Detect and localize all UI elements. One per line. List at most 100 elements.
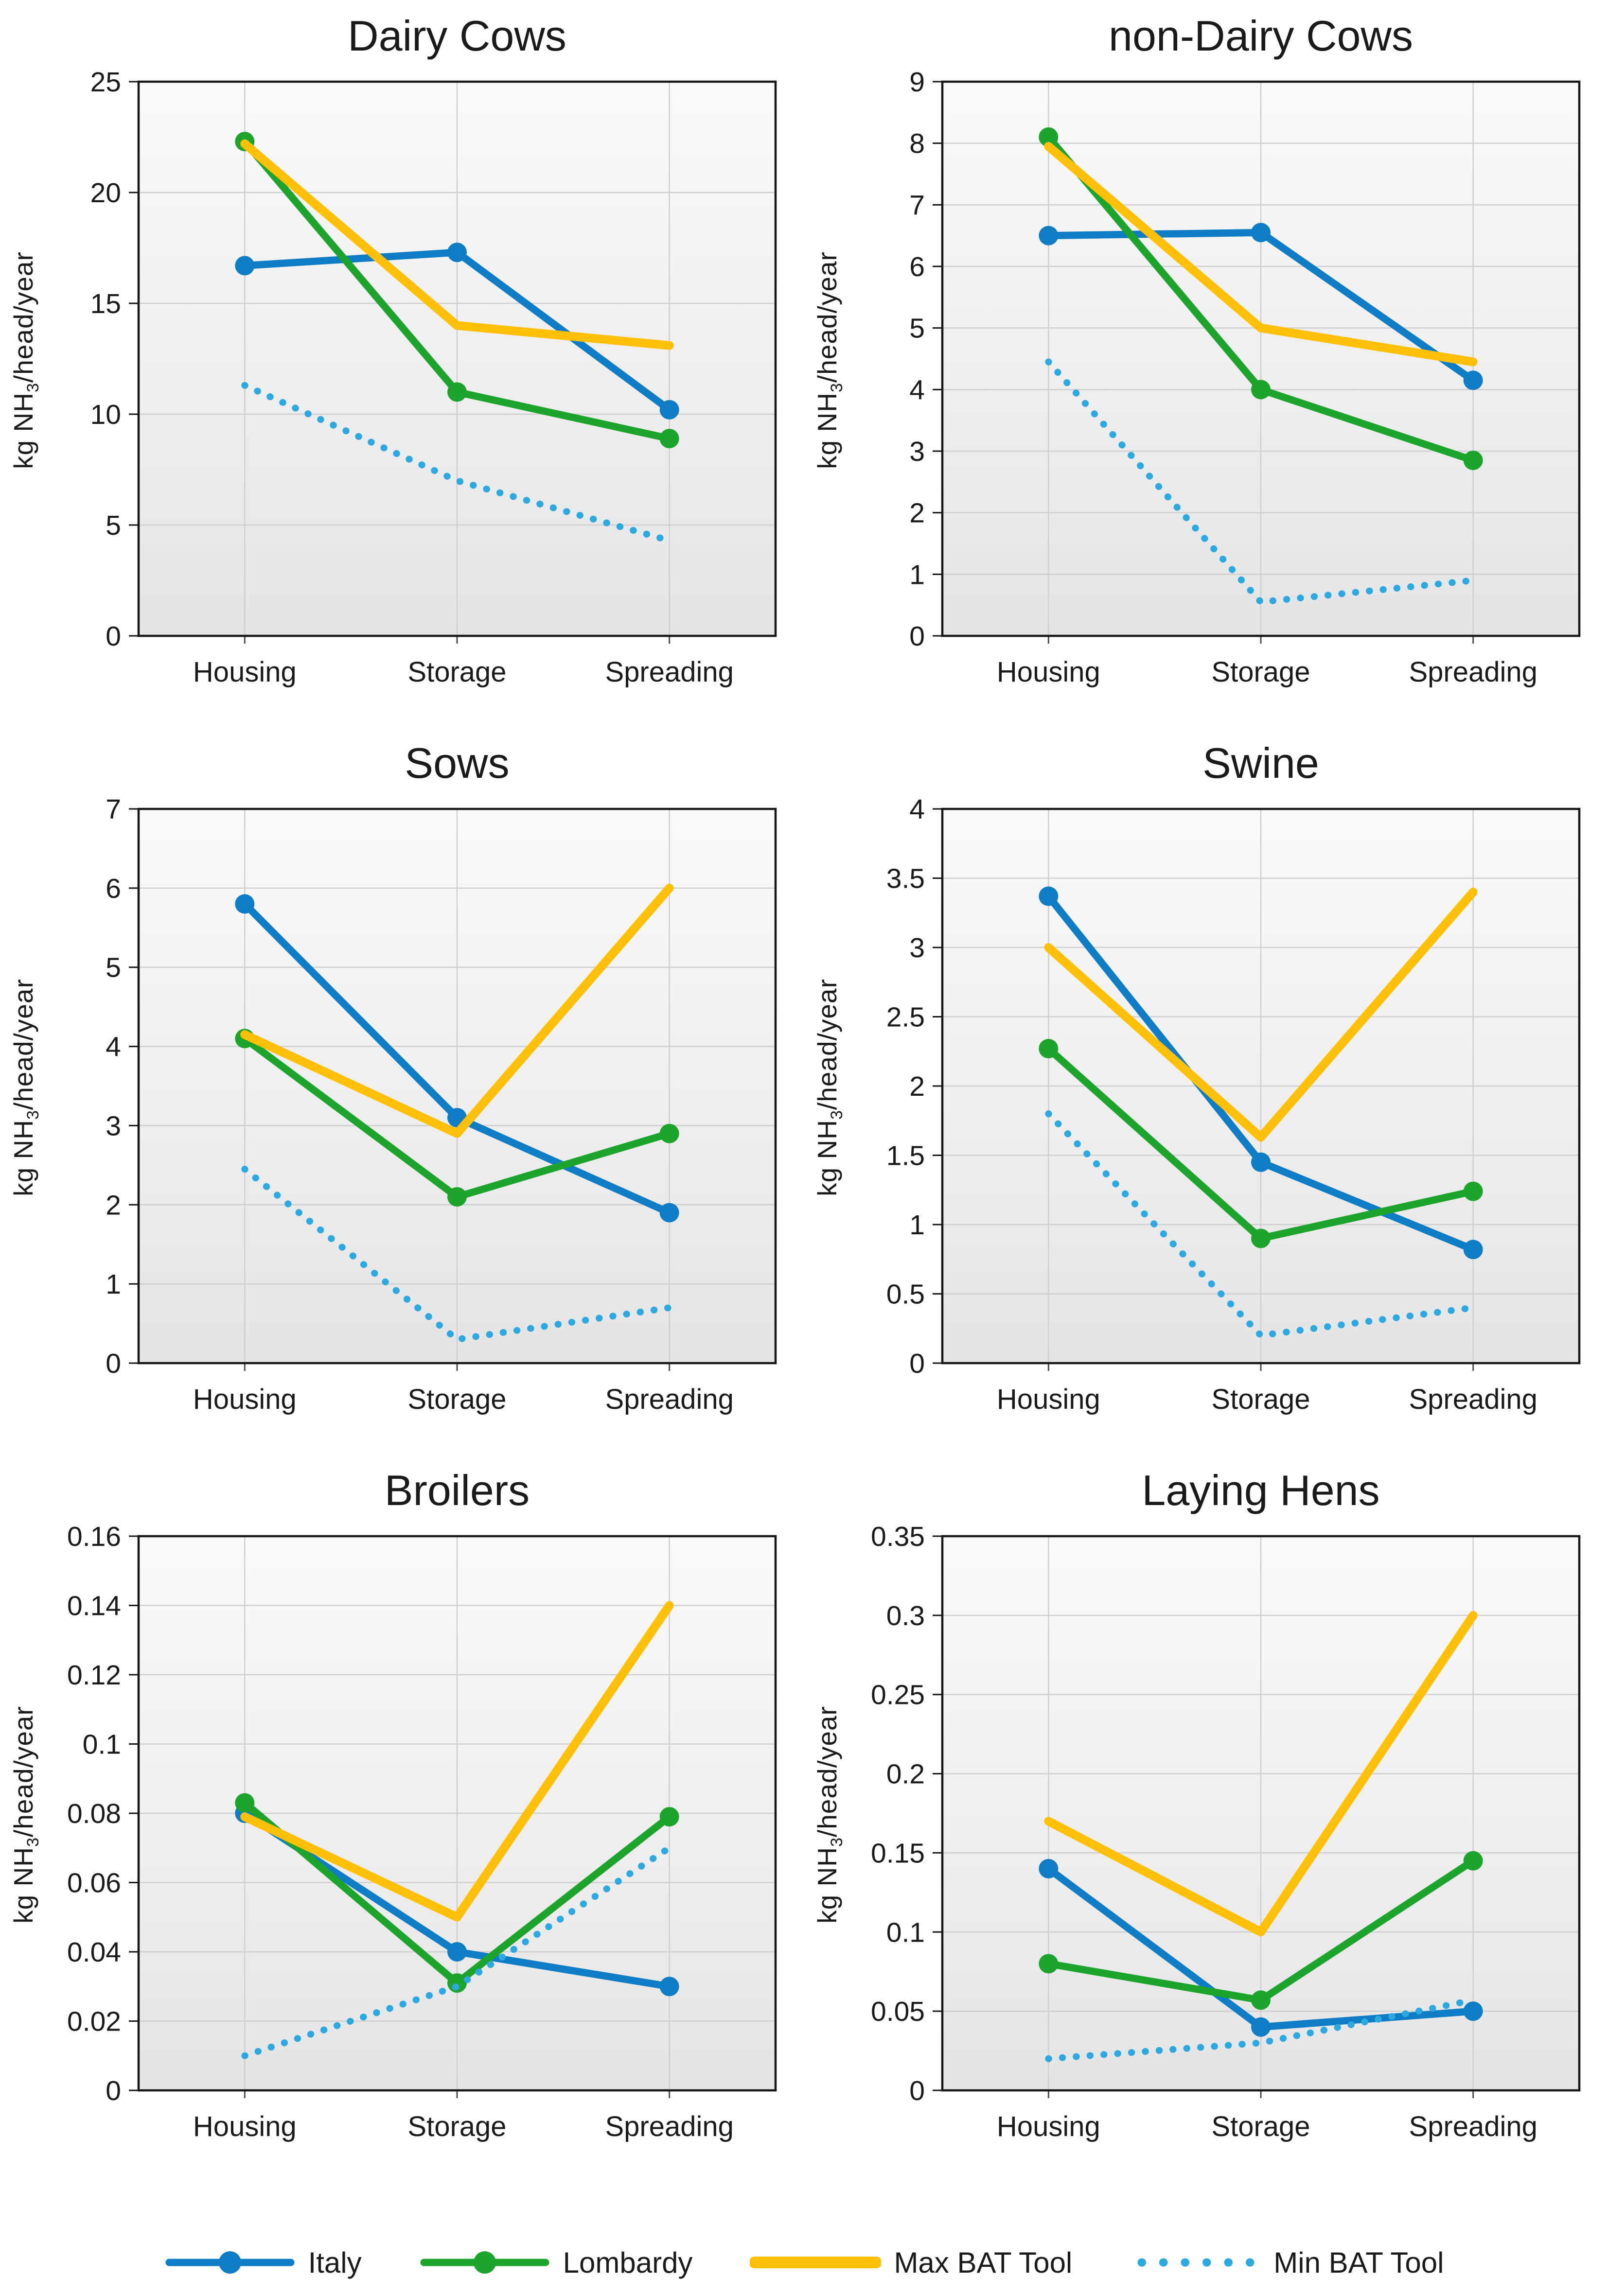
svg-text:0.06: 0.06: [67, 1868, 121, 1899]
chart-cell-broilers: Broilers kg NH3/head/year 0 0.02 0.04 0.06 0…: [0, 1463, 804, 2191]
svg-text:0: 0: [909, 2075, 925, 2106]
series-max-bat-tool: [240, 1601, 674, 1922]
svg-text:0.05: 0.05: [871, 1996, 925, 2027]
y-axis-title: kg NH3/head/year: [812, 1706, 847, 1924]
line-chart-sows: 0 1 2 3 4 5 6 7 Housing Storage Spreading: [106, 794, 777, 1415]
legend-label-max-bat-tool: Max BAT Tool: [894, 2246, 1073, 2279]
svg-text:Housing: Housing: [997, 1384, 1100, 1415]
svg-text:0.16: 0.16: [67, 1521, 121, 1552]
svg-text:Spreading: Spreading: [605, 1384, 733, 1415]
svg-text:0.02: 0.02: [67, 2006, 121, 2037]
svg-text:0: 0: [106, 2075, 121, 2106]
series-italy: [1039, 1859, 1483, 2037]
y-axis-title: kg NH3/head/year: [812, 251, 847, 469]
chart-body: kg NH3/head/year 0 0.5 1 1.5 2 2.5 3 3.5 4 Housin…: [804, 787, 1608, 1460]
svg-text:7: 7: [106, 794, 121, 825]
charts-grid: Dairy Cows kg NH3/head/year 0 5 10 15 20 25 Ho…: [0, 9, 1608, 2191]
y-axis-title: kg NH3/head/year: [8, 251, 43, 469]
svg-text:0.5: 0.5: [886, 1279, 925, 1310]
svg-text:15: 15: [90, 288, 121, 319]
series-lombardy: [1039, 1851, 1483, 2010]
svg-text:Storage: Storage: [407, 1384, 506, 1415]
legend-sample-italy-line-marker-icon: [165, 2251, 295, 2274]
svg-text:1: 1: [909, 559, 925, 590]
y-axis-title-text: /head/year: [812, 1706, 842, 1838]
series-lombardy: [1039, 1039, 1483, 1248]
svg-text:1: 1: [909, 1209, 925, 1241]
y-axis-title-text: kg NH: [8, 1847, 38, 1924]
y-axis-title-text: kg NH: [8, 1120, 38, 1196]
series-italy: [1039, 886, 1483, 1260]
svg-text:Storage: Storage: [1211, 656, 1310, 688]
svg-text:Storage: Storage: [1211, 1384, 1310, 1415]
svg-text:5: 5: [106, 952, 121, 983]
svg-text:2: 2: [909, 498, 925, 529]
svg-text:0.3: 0.3: [886, 1600, 925, 1631]
legend-item-italy: Italy: [164, 2243, 362, 2282]
series-italy: [235, 894, 679, 1223]
series-min-bat-tool: [241, 1166, 673, 1343]
chart-title-non-dairy-cows: non-Dairy Cows: [1109, 12, 1413, 60]
y-axis-title-subscript: 3: [24, 383, 42, 393]
svg-text:3: 3: [106, 1110, 121, 1141]
y-axis-title-text: /head/year: [8, 251, 38, 383]
chart-title-laying-hens: Laying Hens: [1142, 1466, 1380, 1514]
line-chart-dairy-cows: 0 5 10 15 20 25 Housing Storage Spreading: [90, 67, 777, 688]
series-lombardy: [1039, 127, 1483, 471]
series-max-bat-tool: [240, 139, 674, 350]
y-axis-title-text: /head/year: [812, 979, 842, 1110]
line-chart-swine: 0 0.5 1 1.5 2 2.5 3 3.5 4 Housing Storage Spreading: [886, 794, 1581, 1415]
svg-text:4: 4: [909, 794, 925, 825]
svg-text:0.25: 0.25: [871, 1680, 925, 1711]
y-axis-title-text: kg NH: [812, 1847, 842, 1924]
chart-title-swine: Swine: [1202, 739, 1319, 787]
y-axis-title-text: /head/year: [8, 979, 38, 1110]
svg-text:3.5: 3.5: [886, 863, 925, 894]
series-italy: [1039, 223, 1483, 390]
svg-text:Housing: Housing: [193, 2111, 297, 2142]
svg-text:0.12: 0.12: [67, 1660, 121, 1691]
svg-text:5: 5: [909, 313, 925, 344]
series-min-bat-tool: [1045, 358, 1477, 606]
svg-text:3: 3: [909, 436, 925, 467]
svg-text:0: 0: [106, 1348, 121, 1379]
svg-text:1.5: 1.5: [886, 1140, 925, 1172]
svg-text:2: 2: [909, 1071, 925, 1102]
series-max-bat-tool: [240, 883, 674, 1138]
legend: Italy Lombardy Max BAT Tool Min BAT Tool: [0, 2243, 1608, 2282]
svg-text:9: 9: [909, 67, 925, 98]
chart-body: kg NH3/head/year 0 0.02 0.04 0.06 0.08 0.1 0.1…: [0, 1514, 804, 2188]
y-axis-title-text: kg NH: [812, 392, 842, 469]
series-lombardy: [235, 1793, 679, 1993]
svg-text:Storage: Storage: [407, 656, 506, 688]
svg-text:0.35: 0.35: [871, 1521, 925, 1552]
y-axis-title-subscript: 3: [828, 1110, 846, 1120]
chart-title-sows: Sows: [405, 739, 510, 787]
svg-text:3: 3: [909, 932, 925, 964]
chart-title-broilers: Broilers: [384, 1466, 530, 1514]
y-axis-title-text: /head/year: [812, 251, 842, 383]
legend-sample-min-bat-dotted-icon: [1137, 2258, 1255, 2267]
svg-text:Spreading: Spreading: [1409, 1384, 1537, 1415]
svg-text:Spreading: Spreading: [1409, 2111, 1537, 2142]
series-max-bat-tool: [1044, 888, 1478, 1142]
svg-text:1: 1: [106, 1269, 121, 1300]
svg-text:Spreading: Spreading: [605, 656, 733, 688]
chart-cell-dairy-cows: Dairy Cows kg NH3/head/year 0 5 10 15 20 25 Ho…: [0, 9, 804, 736]
svg-text:4: 4: [909, 374, 925, 405]
y-axis-title-subscript: 3: [828, 383, 846, 393]
series-max-bat-tool: [1044, 142, 1478, 367]
chart-body: kg NH3/head/year 0 0.05 0.1 0.15 0.2 0.25 0.3 0…: [804, 1514, 1608, 2188]
svg-text:0.2: 0.2: [886, 1759, 925, 1790]
y-axis-title: kg NH3/head/year: [8, 979, 43, 1196]
svg-text:2.5: 2.5: [886, 1002, 925, 1033]
svg-text:10: 10: [90, 399, 121, 430]
line-chart-laying-hens: 0 0.05 0.1 0.15 0.2 0.25 0.3 0.35 Housing Storage…: [871, 1521, 1581, 2142]
y-axis-title-text: kg NH: [8, 392, 38, 469]
legend-label-italy: Italy: [308, 2246, 362, 2279]
chart-title-dairy-cows: Dairy Cows: [348, 12, 566, 60]
svg-text:Housing: Housing: [193, 1384, 297, 1415]
legend-item-max-bat-tool: Max BAT Tool: [750, 2243, 1072, 2282]
chart-body: kg NH3/head/year 0 1 2 3 4 5 6 7 Housing Storage S…: [0, 787, 804, 1460]
svg-text:Storage: Storage: [1211, 2111, 1310, 2142]
